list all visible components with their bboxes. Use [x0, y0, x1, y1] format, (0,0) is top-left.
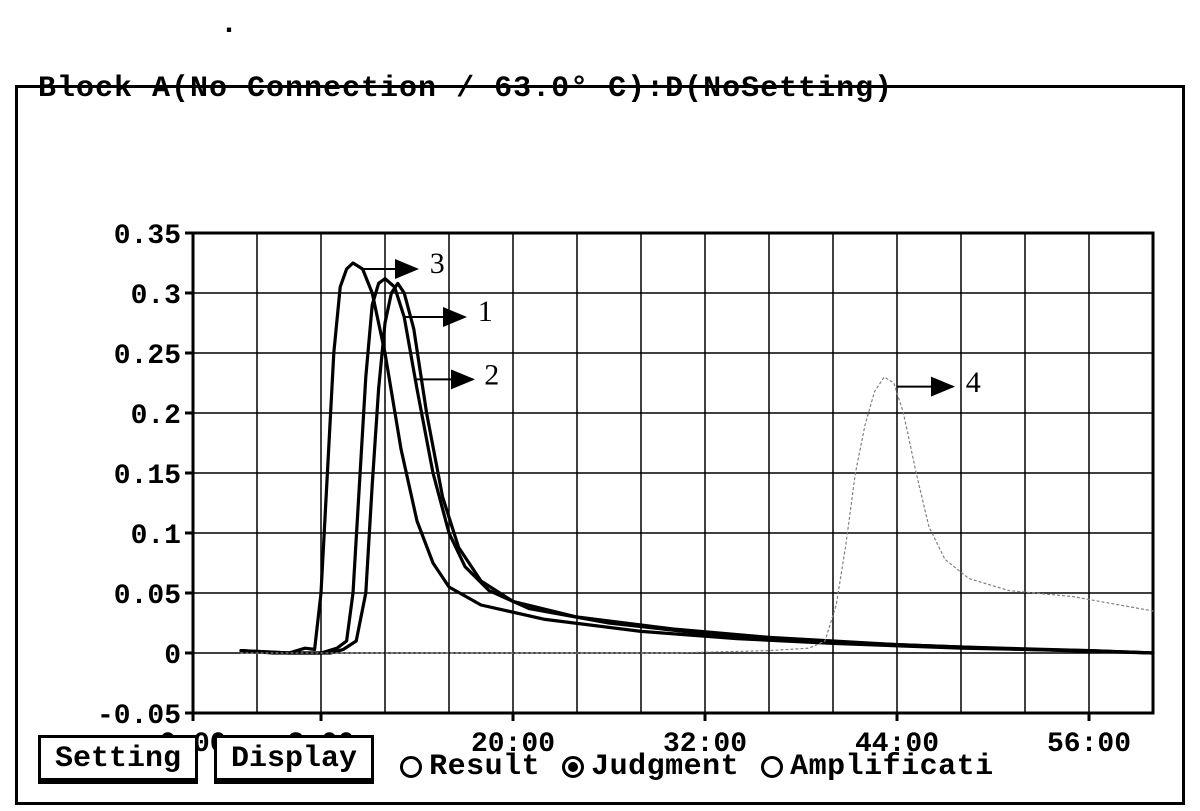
svg-text:2: 2 [484, 359, 499, 392]
tab-setting[interactable]: Setting [38, 735, 198, 784]
radio-result[interactable]: Result [390, 750, 540, 784]
svg-text:0.35: 0.35 [114, 223, 181, 252]
radio-label: Amplificati [790, 750, 994, 784]
stray-mark: . [220, 8, 238, 42]
radio-icon [562, 756, 584, 778]
bottom-bar: Setting Display Result Judgment Amplific… [38, 728, 1162, 784]
tab-label: Setting [55, 742, 181, 776]
svg-text:3: 3 [430, 247, 445, 280]
svg-text:0.1: 0.1 [131, 521, 181, 552]
svg-text:0.25: 0.25 [114, 341, 181, 372]
svg-text:4: 4 [966, 366, 981, 399]
svg-text:0.2: 0.2 [131, 401, 181, 432]
svg-text:0.3: 0.3 [131, 281, 181, 312]
line-chart: -0.0500.050.10.150.20.250.30.350:008:002… [73, 223, 1173, 783]
radio-label: Judgment [591, 750, 739, 784]
radio-amplification[interactable]: Amplificati [751, 750, 994, 784]
tab-label: Display [231, 742, 357, 776]
tab-display[interactable]: Display [214, 735, 374, 784]
block-panel: -0.0500.050.10.150.20.250.30.350:008:002… [15, 85, 1185, 805]
radio-icon [400, 756, 422, 778]
radio-label: Result [429, 750, 540, 784]
svg-text:1: 1 [478, 295, 493, 328]
page-root: . Block A(No Connection / 63.0° C):D(NoS… [0, 0, 1200, 811]
chart-area: -0.0500.050.10.150.20.250.30.350:008:002… [73, 223, 1173, 783]
svg-text:0: 0 [164, 641, 181, 672]
radio-judgment[interactable]: Judgment [552, 750, 739, 784]
radio-icon [761, 756, 783, 778]
svg-text:0.15: 0.15 [114, 461, 181, 492]
svg-text:0.05: 0.05 [114, 581, 181, 612]
